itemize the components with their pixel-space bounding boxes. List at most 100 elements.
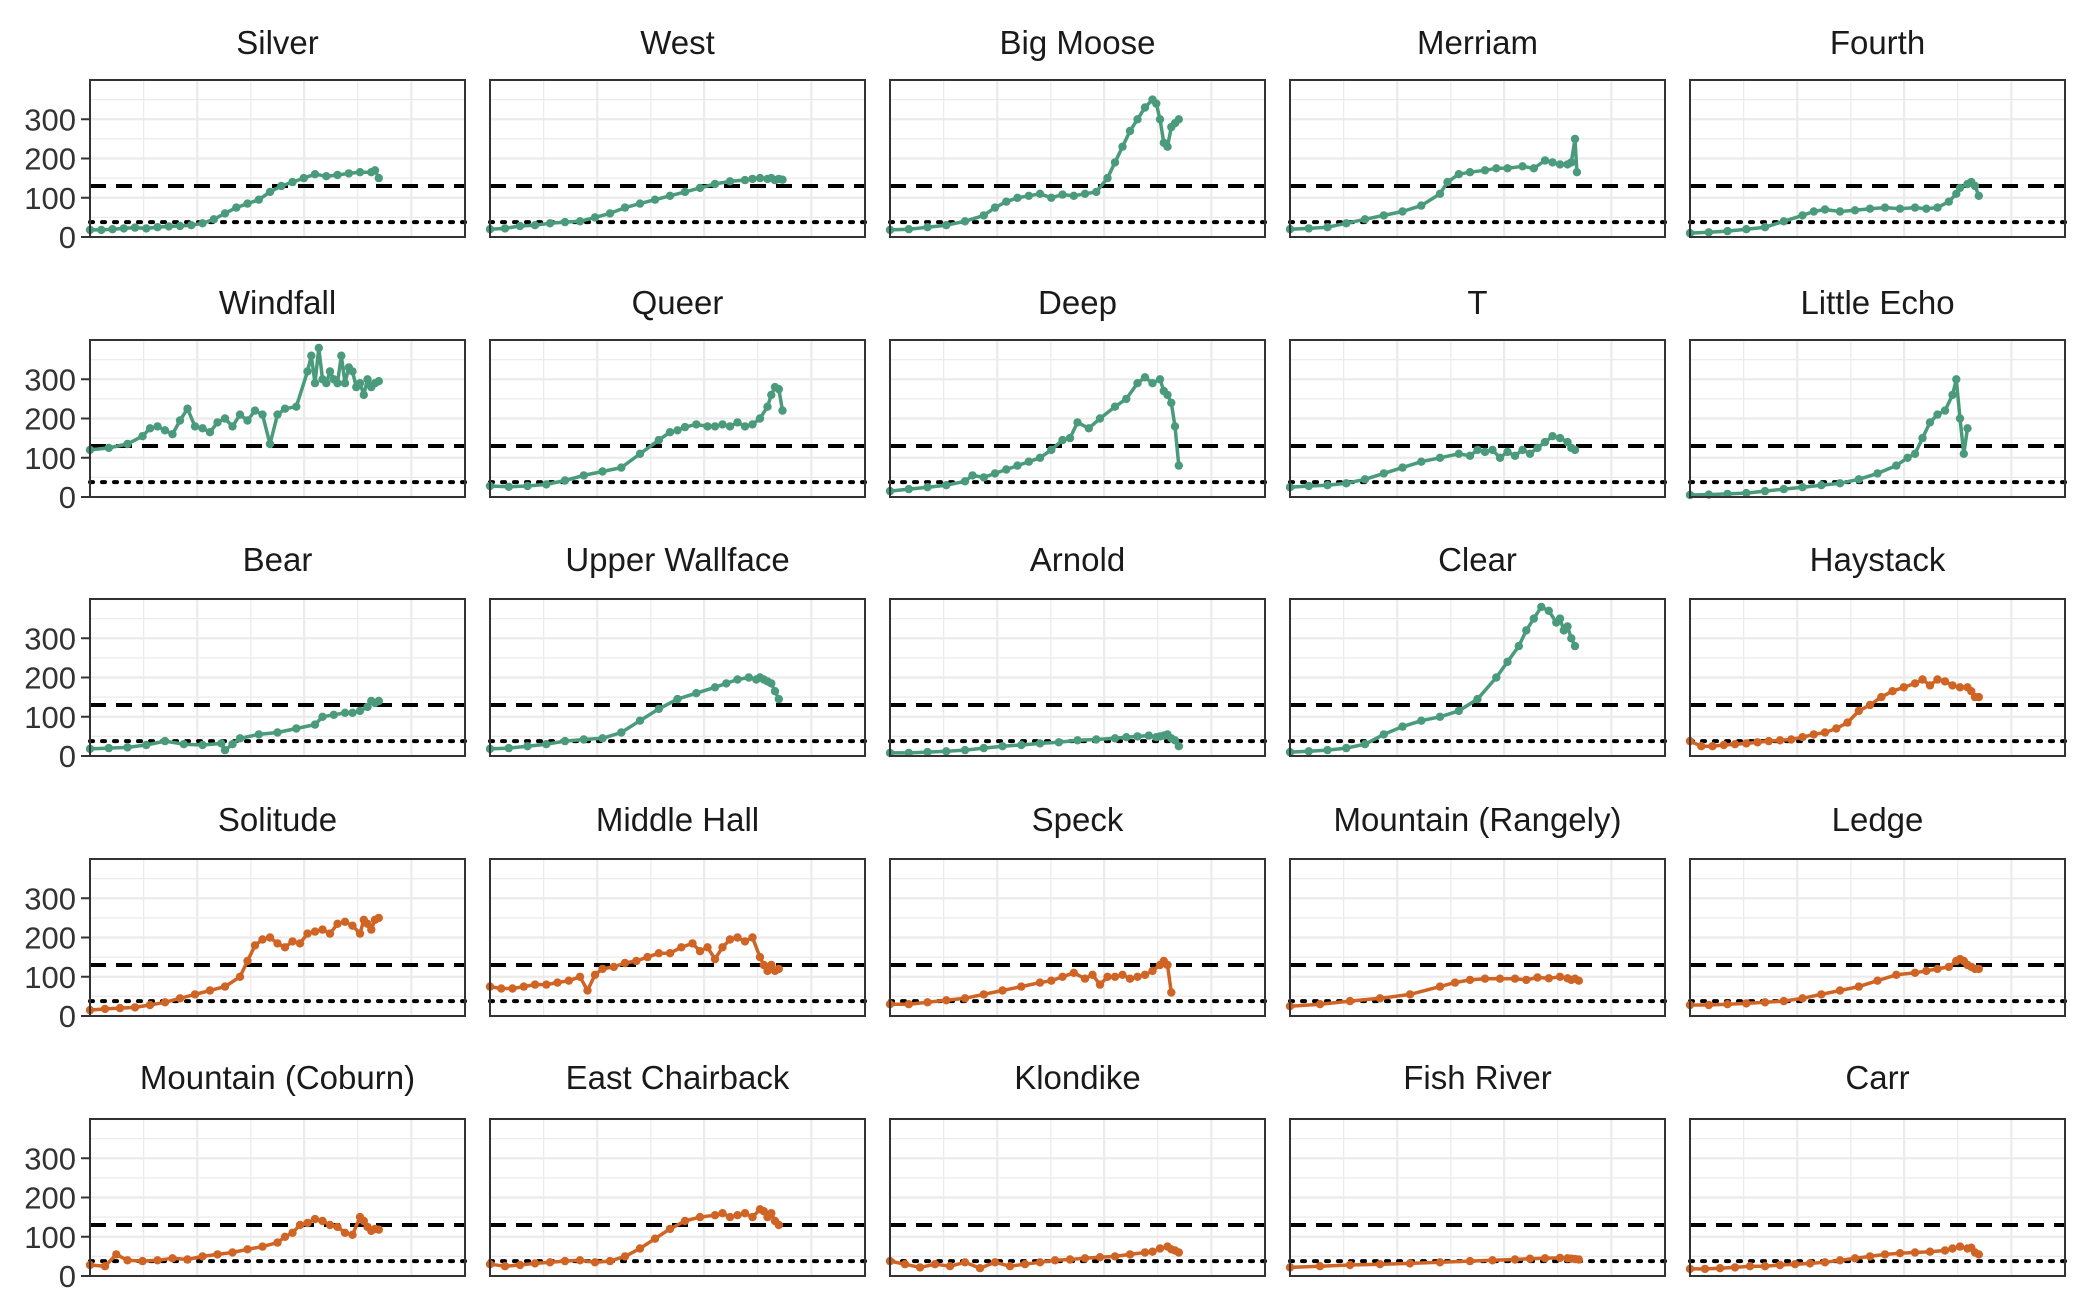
data-point (677, 943, 686, 952)
data-point (1174, 1248, 1184, 1257)
data-point (1775, 1260, 1785, 1270)
data-point (904, 225, 913, 234)
data-point (288, 177, 297, 187)
data-point (273, 939, 282, 948)
data-point (1058, 190, 1067, 199)
data-point (617, 463, 626, 472)
panel-border (489, 1118, 866, 1277)
data-point (1342, 219, 1351, 228)
data-point (1925, 1247, 1935, 1256)
data-point (310, 379, 320, 388)
panel-title: Haystack (1810, 541, 1946, 578)
data-point (1555, 1253, 1565, 1263)
data-point (635, 199, 645, 208)
y-tick-label: 100 (24, 700, 76, 735)
data-point (1910, 203, 1920, 212)
data-point (1940, 1246, 1950, 1255)
y-tick-label: 100 (24, 181, 76, 216)
panel-title: Fourth (1830, 24, 1925, 61)
data-point (220, 982, 230, 991)
data-point (1492, 673, 1501, 682)
data-point (1892, 970, 1901, 979)
data-point (1514, 641, 1524, 651)
data-point (318, 712, 327, 721)
data-point (1360, 740, 1370, 749)
data-point (1820, 728, 1830, 737)
data-point (138, 1256, 147, 1266)
data-point (235, 410, 245, 419)
data-point (960, 994, 970, 1003)
data-point (1069, 968, 1079, 977)
data-point (258, 410, 267, 419)
data-point (1379, 211, 1389, 220)
data-point (654, 704, 663, 714)
data-point (1125, 1250, 1135, 1259)
data-point (228, 1248, 237, 1257)
data-point (530, 980, 540, 989)
data-point (1974, 191, 1984, 200)
data-point (1760, 223, 1770, 232)
data-point (767, 390, 776, 400)
data-point (530, 1259, 540, 1268)
data-point (774, 1220, 783, 1230)
data-point (1435, 1258, 1445, 1267)
data-point (243, 956, 252, 966)
data-point (1020, 1260, 1030, 1269)
data-point (1148, 966, 1157, 976)
data-point (1880, 203, 1890, 212)
data-point (1809, 207, 1819, 216)
data-point (1013, 193, 1022, 202)
data-point (1955, 414, 1965, 423)
data-point (998, 986, 1007, 995)
data-point (968, 471, 977, 480)
y-tick-label: 300 (24, 362, 76, 397)
data-point (1522, 975, 1531, 985)
data-point (288, 937, 297, 946)
data-point (930, 1260, 940, 1269)
data-point (740, 937, 750, 946)
data-point (740, 175, 750, 185)
data-point (265, 933, 275, 942)
data-point (329, 710, 338, 719)
data-point (295, 939, 305, 948)
data-point (1073, 418, 1082, 427)
data-point (1174, 742, 1184, 751)
data-point (295, 1220, 305, 1230)
data-point (545, 1258, 555, 1267)
panel-title: Speck (1032, 801, 1124, 838)
data-point (710, 954, 720, 964)
data-point (1525, 1254, 1535, 1263)
panel-title: Carr (1845, 1059, 1909, 1096)
data-point (703, 422, 712, 431)
data-point (333, 1222, 342, 1232)
data-point (112, 1250, 121, 1259)
data-point (1155, 1244, 1165, 1253)
panel-border (889, 1118, 1266, 1277)
data-point (1540, 156, 1550, 165)
data-point (123, 1256, 132, 1265)
data-point (560, 476, 570, 485)
data-point (688, 939, 697, 948)
data-point (654, 435, 663, 445)
panel-border (489, 339, 866, 498)
data-point (680, 422, 690, 432)
data-point (1533, 973, 1542, 982)
panel-title: Ledge (1832, 801, 1924, 838)
data-point (355, 168, 365, 177)
data-point (1058, 435, 1067, 445)
data-point (228, 740, 237, 749)
data-point (740, 1209, 750, 1218)
data-point (1518, 162, 1527, 171)
data-point (650, 1234, 660, 1243)
data-point (254, 195, 263, 204)
data-point (1959, 449, 1969, 458)
y-tick-label: 300 (24, 1141, 76, 1176)
y-tick-label: 0 (59, 1259, 76, 1294)
data-point (1787, 735, 1796, 744)
y-tick-label: 200 (24, 402, 76, 437)
data-point (665, 428, 675, 437)
panel-border (1289, 339, 1666, 498)
panel-title: Upper Wallface (565, 541, 789, 578)
data-point (1544, 974, 1554, 983)
data-point (960, 217, 970, 226)
